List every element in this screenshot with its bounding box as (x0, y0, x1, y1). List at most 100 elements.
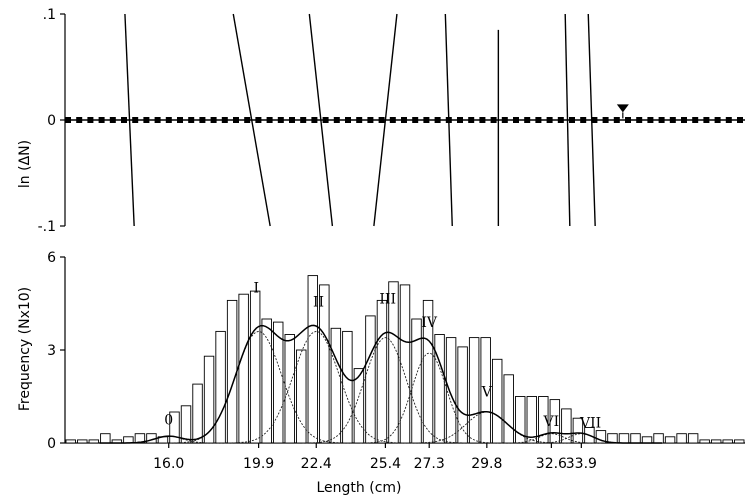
zero-line-marker (367, 117, 374, 123)
top-y-axis-label: ln (ΔN) (17, 140, 33, 188)
histogram-bar (457, 346, 468, 444)
x-tick-label: 29.8 (471, 456, 502, 472)
zero-line-marker (221, 117, 228, 123)
zero-line-marker (434, 117, 441, 123)
zero-line-marker (714, 117, 721, 123)
histogram-bar (353, 368, 365, 444)
histogram-bar (561, 408, 572, 444)
component-label: I (254, 281, 260, 297)
zero-line-marker (266, 117, 273, 123)
zero-line-marker (401, 117, 407, 123)
delta-n-segment (587, 13, 596, 227)
histogram-bar (411, 318, 422, 444)
histogram-bar (215, 330, 226, 444)
zero-line-marker (300, 117, 307, 123)
histogram-bar (65, 439, 76, 444)
zero-line-marker (613, 117, 620, 123)
histogram-bar (538, 396, 549, 444)
zero-line-marker (468, 117, 475, 123)
histogram-bar (261, 318, 272, 444)
x-tick-label: 19.9 (243, 456, 274, 472)
zero-line-marker (109, 117, 116, 123)
bottom-y-tick-label: 6 (47, 250, 56, 266)
zero-line-marker (658, 117, 665, 123)
zero-line-marker (557, 117, 564, 123)
zero-line-marker (669, 117, 676, 123)
zero-line-marker (535, 117, 542, 123)
zero-line-marker (479, 117, 486, 123)
histogram-bar (88, 439, 100, 444)
histogram-bar (134, 433, 146, 444)
histogram-bar (491, 358, 503, 444)
bottom-y-axis-label: Frequency (Nx10) (17, 287, 33, 411)
component-curve (166, 330, 351, 444)
histogram-bar (388, 281, 399, 444)
zero-line-marker (233, 117, 239, 123)
zero-line-marker (513, 117, 519, 123)
histogram-bar (687, 433, 699, 444)
triangle-marker (616, 104, 629, 113)
histogram-bar (641, 436, 653, 444)
histogram-bar (296, 349, 307, 444)
delta-n-segment (308, 13, 334, 227)
component-label: IV (421, 315, 438, 331)
zero-line-marker (681, 117, 687, 123)
histogram-bar (653, 433, 664, 444)
zero-line-marker (289, 117, 295, 123)
delta-n-segment (232, 13, 271, 227)
zero-line-marker (356, 117, 363, 123)
delta-n-segment (373, 13, 398, 227)
histogram-bar (192, 383, 203, 444)
histogram-bar (77, 439, 88, 444)
histogram-bar (365, 315, 376, 444)
zero-line-marker (636, 117, 643, 123)
histogram-bar (399, 284, 411, 444)
component-label: VII (579, 416, 601, 432)
histogram-bar (249, 290, 261, 444)
histogram-bar (445, 337, 457, 444)
histogram-bar (307, 275, 319, 444)
zero-line-marker (602, 117, 609, 123)
zero-line-marker (277, 117, 284, 123)
zero-line-marker (132, 117, 139, 123)
total-fit-curve (99, 324, 662, 444)
zero-line-marker (154, 117, 161, 123)
zero-line-marker (524, 117, 531, 123)
histogram-bar (422, 299, 434, 444)
x-tick-label: 33.9 (566, 456, 597, 472)
histogram-bar (722, 439, 733, 444)
histogram-bar (180, 405, 192, 444)
histogram-bar (710, 439, 722, 444)
delta-n-segment (444, 13, 453, 227)
x-tick-label: 25.4 (370, 456, 401, 472)
histogram-bar (572, 417, 584, 444)
zero-line-marker (165, 117, 172, 123)
histogram-bar (319, 284, 330, 444)
zero-line-marker (188, 117, 195, 123)
zero-line-marker (725, 117, 732, 123)
zero-line-marker (244, 117, 251, 123)
zero-line-marker (322, 117, 329, 123)
histogram-bar (676, 433, 687, 444)
zero-line-marker (412, 117, 419, 123)
top-y-tick-label: 0 (47, 113, 56, 129)
zero-line-marker (703, 117, 710, 123)
histogram-bar (376, 299, 388, 444)
histogram-bar (480, 337, 491, 444)
component-label: 0 (164, 412, 173, 428)
bottom-y-tick-label: 3 (47, 343, 56, 359)
zero-line-marker (199, 117, 206, 123)
zero-line-marker (625, 117, 631, 123)
histogram-bar (342, 330, 353, 444)
zero-line-marker (87, 117, 94, 123)
zero-line-marker (457, 117, 463, 123)
zero-line-marker (255, 117, 262, 123)
zero-line-marker (501, 117, 508, 123)
histogram-bar (630, 433, 641, 444)
x-tick-label: 32.6 (536, 456, 567, 472)
x-tick-label: 16.0 (153, 456, 184, 472)
histogram-bar (618, 433, 630, 444)
component-label: V (481, 385, 493, 401)
